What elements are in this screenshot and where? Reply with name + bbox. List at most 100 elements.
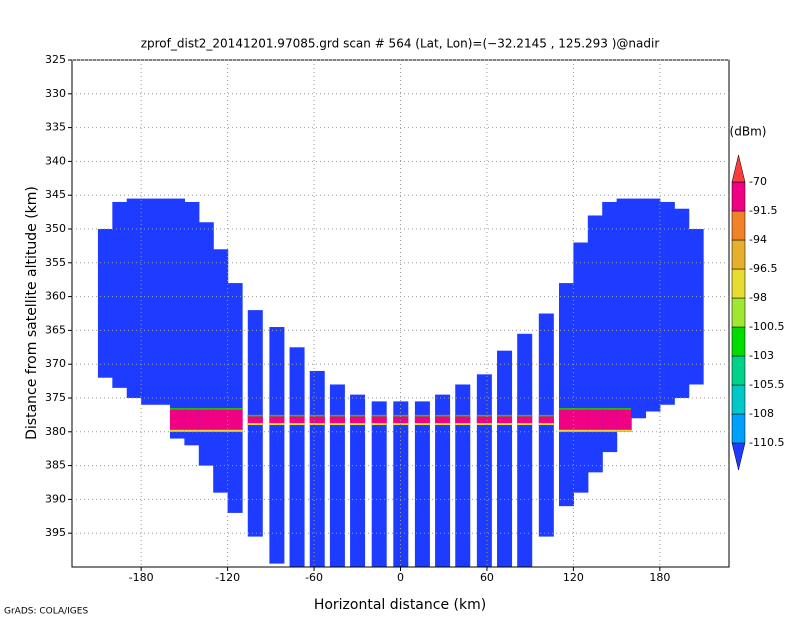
x-tick-label: -180 <box>129 571 154 584</box>
beam <box>155 198 171 405</box>
surface-edge <box>169 408 185 410</box>
y-tick-label: 390 <box>45 492 66 505</box>
colorbar-segment <box>731 154 746 183</box>
beam <box>169 198 185 439</box>
y-tick-label: 375 <box>45 391 66 404</box>
surface-edge <box>616 408 632 410</box>
y-tick-label: 380 <box>45 425 66 438</box>
surface-edge <box>476 423 492 426</box>
beam <box>371 401 387 567</box>
colorbar-tick-label: -98 <box>749 291 767 304</box>
surface-edge <box>329 423 345 426</box>
surface-edge <box>213 429 229 432</box>
surface-edge <box>455 414 471 417</box>
surface-edge <box>198 408 214 410</box>
surface-edge <box>184 408 200 410</box>
surface-edge <box>587 408 603 410</box>
surface-edge <box>558 408 574 410</box>
colorbar-tick-label: -108 <box>749 407 774 420</box>
beam <box>435 394 451 567</box>
beam <box>497 350 513 567</box>
y-tick-label: 395 <box>45 526 66 539</box>
y-tick-label: 335 <box>45 121 66 134</box>
y-tick-label: 345 <box>45 188 66 201</box>
surface-echo <box>198 408 214 432</box>
x-tick-label: 0 <box>397 571 404 584</box>
footer: GrADS: COLA/IGES <box>4 607 88 617</box>
colorbar-label: (dBm) <box>730 125 767 139</box>
colorbar-segment <box>731 297 746 328</box>
surface-edge <box>350 414 366 417</box>
surface-echo <box>558 408 574 432</box>
surface-echo <box>329 414 345 426</box>
beam <box>587 215 603 473</box>
surface-edge <box>497 423 513 426</box>
surface-edge <box>414 423 430 426</box>
surface-edge <box>289 414 305 417</box>
beam <box>476 374 492 567</box>
surface-edge <box>558 429 574 432</box>
y-tick-label: 325 <box>45 53 66 66</box>
colorbar-segment <box>731 413 746 444</box>
beam <box>112 201 128 388</box>
surface-edge <box>269 423 285 426</box>
surface-edge <box>247 423 263 426</box>
surface-edge <box>455 423 471 426</box>
x-tick-label: 60 <box>480 571 494 584</box>
surface-edge <box>435 423 451 426</box>
surface-echo <box>227 408 243 432</box>
surface-echo <box>497 414 513 426</box>
x-tick-label: 180 <box>649 571 670 584</box>
beam <box>289 347 305 567</box>
beam <box>659 201 675 405</box>
surface-edge <box>573 408 589 410</box>
colorbar-segment <box>731 210 746 241</box>
surface-echo <box>455 414 471 426</box>
surface-edge <box>414 414 430 417</box>
surface-echo <box>587 408 603 432</box>
beam <box>558 283 574 507</box>
surface-echo <box>538 414 554 426</box>
surface-echo <box>213 408 229 432</box>
beam <box>674 208 690 398</box>
beam <box>198 222 214 466</box>
beam <box>227 283 243 513</box>
surface-edge <box>602 429 618 432</box>
surface-edge <box>371 423 387 426</box>
surface-edge <box>497 414 513 417</box>
surface-edge <box>517 423 533 426</box>
colorbar-tick-label: -105.5 <box>749 378 784 391</box>
surface-edge <box>309 423 325 426</box>
y-tick-label: 350 <box>45 222 66 235</box>
colorbar-tick-label: -100.5 <box>749 320 784 333</box>
swath <box>97 198 704 567</box>
surface-echo <box>184 408 200 432</box>
colorbar-tick-label: -96.5 <box>749 262 777 275</box>
colorbar-segment <box>731 268 746 299</box>
surface-edge <box>538 423 554 426</box>
surface-edge <box>247 414 263 417</box>
surface-echo <box>602 408 618 432</box>
y-tick-label: 330 <box>45 87 66 100</box>
x-tick-label: -120 <box>215 571 240 584</box>
surface-echo <box>616 408 632 432</box>
beam <box>329 384 345 567</box>
y-axis-label: Distance from satellite altitude (km) <box>24 186 40 440</box>
colorbar-segment <box>731 326 746 357</box>
chart-title: zprof_dist2_20141201.97085.grd scan # 56… <box>141 37 660 51</box>
y-tick-label: 365 <box>45 323 66 336</box>
surface-echo <box>350 414 366 426</box>
beam <box>517 333 533 567</box>
y-tick-label: 370 <box>45 357 66 370</box>
surface-edge <box>169 429 185 432</box>
surface-edge <box>393 414 409 417</box>
y-tick-label: 360 <box>45 290 66 303</box>
surface-echo <box>517 414 533 426</box>
beam <box>350 394 366 567</box>
surface-echo <box>393 414 409 426</box>
y-tick-label: 355 <box>45 256 66 269</box>
surface-echo <box>169 408 185 432</box>
beam <box>97 229 113 378</box>
surface-edge <box>227 408 243 410</box>
surface-echo <box>414 414 430 426</box>
